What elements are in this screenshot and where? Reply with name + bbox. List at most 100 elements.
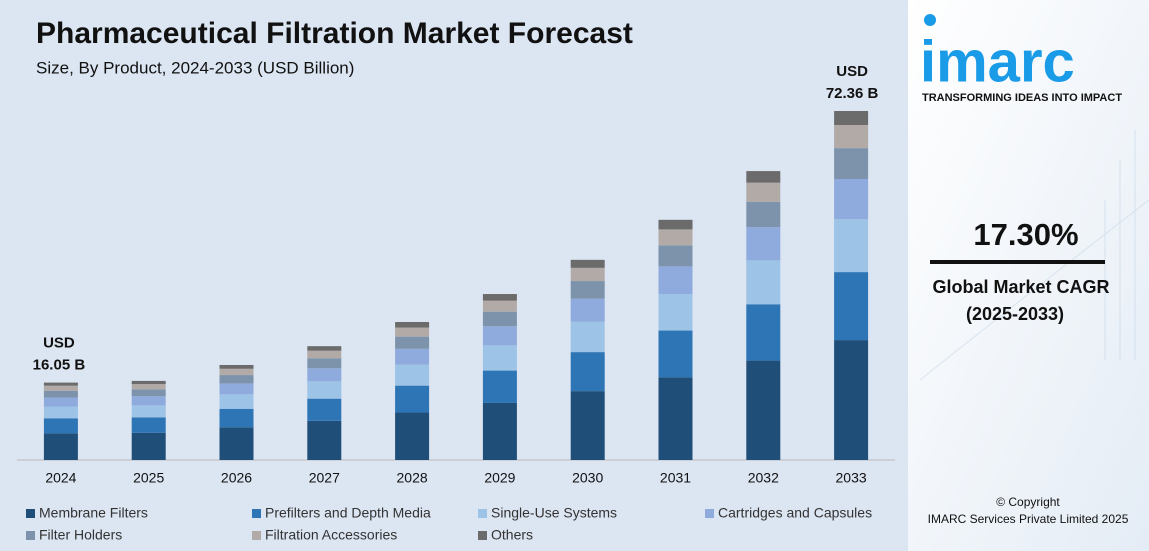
bar-segment [131, 432, 166, 460]
bar-segment [658, 229, 693, 246]
cagr-period: (2025-2033) [966, 304, 1064, 324]
sidebar-background [908, 0, 1149, 551]
bar-segment [307, 381, 342, 399]
bar-segment [482, 370, 517, 403]
bar-segment [834, 148, 869, 180]
bar-segment [131, 384, 166, 390]
cagr-value: 17.30% [973, 217, 1078, 252]
bar-segment [658, 330, 693, 378]
x-tick-label: 2027 [309, 470, 340, 486]
legend-label: Filter Holders [39, 527, 122, 543]
bar-segment [658, 245, 693, 267]
bar-segment [307, 358, 342, 369]
bar-segment [395, 322, 430, 328]
bar-segment [570, 259, 605, 268]
bar-segment [219, 375, 254, 384]
bar-segment [307, 420, 342, 460]
bar-segment [219, 427, 254, 460]
legend-label: Filtration Accessories [265, 527, 397, 543]
bar-segment [658, 294, 693, 331]
bar-segment [307, 346, 342, 351]
bar-segment [307, 350, 342, 359]
x-tick-label: 2029 [484, 470, 515, 486]
x-tick-label: 2028 [397, 470, 428, 486]
bar-segment [482, 300, 517, 312]
x-tick-label: 2031 [660, 470, 691, 486]
bar-segment [746, 182, 781, 202]
legend-swatch [705, 509, 714, 518]
bar-segment [131, 389, 166, 397]
x-tick-label: 2026 [221, 470, 252, 486]
bar-segment [482, 311, 517, 327]
bar-segment [131, 417, 166, 433]
legend-label: Cartridges and Capsules [718, 505, 872, 521]
company: IMARC Services Private Limited 2025 [928, 512, 1129, 526]
total-unit: USD [836, 63, 868, 80]
bar-segment [131, 396, 166, 406]
bar-segment [43, 406, 78, 419]
bar-segment [834, 111, 869, 125]
bar-segment [570, 298, 605, 322]
bar-segment [131, 380, 166, 385]
bar-segment [43, 382, 78, 386]
bar-segment [746, 171, 781, 183]
bar-segment [219, 368, 254, 376]
bar-segment [834, 219, 869, 273]
bar-segment [219, 364, 254, 369]
legend-label: Single-Use Systems [491, 505, 617, 521]
bar-segment [395, 364, 430, 386]
bar-segment [834, 179, 869, 220]
legend-swatch [478, 509, 487, 518]
tagline: TRANSFORMING IDEAS INTO IMPACT [922, 92, 1122, 104]
bar-segment [746, 360, 781, 460]
legend-label: Prefilters and Depth Media [265, 505, 431, 521]
bar-segment [570, 267, 605, 282]
cagr-label: Global Market CAGR [932, 277, 1109, 297]
bar-segment [746, 201, 781, 228]
copyright: © Copyright [996, 495, 1060, 509]
bar-segment [395, 336, 430, 349]
bar-segment [482, 345, 517, 371]
sidebar-decoration [919, 130, 1149, 381]
legend-swatch [26, 509, 35, 518]
x-tick-label: 2030 [572, 470, 603, 486]
bar-segment [43, 433, 78, 460]
bar-segment [834, 340, 869, 460]
bar-segment [570, 321, 605, 353]
bar-segment [131, 405, 166, 418]
bar-segment [746, 260, 781, 305]
bar-segment [658, 266, 693, 295]
bar-segment [395, 412, 430, 460]
bar-segment [658, 219, 693, 230]
bar-segment [746, 304, 781, 361]
bar-segment [43, 418, 78, 434]
bar-segment [834, 124, 869, 149]
bar-segment [43, 397, 78, 407]
bar-segment [482, 402, 517, 460]
bar-segment [219, 408, 254, 428]
total-unit: USD [43, 335, 75, 352]
chart-subtitle: Size, By Product, 2024-2033 (USD Billion… [36, 58, 354, 77]
x-tick-label: 2032 [748, 470, 779, 486]
bar-segment [658, 377, 693, 460]
x-tick-label: 2033 [836, 470, 867, 486]
bar-segment [746, 227, 781, 261]
bar-segment [219, 394, 254, 409]
bar-segment [395, 327, 430, 337]
bar-segment [482, 294, 517, 301]
bar-segment [395, 385, 430, 413]
bar-segment [570, 281, 605, 299]
x-tick-label: 2024 [45, 470, 76, 486]
legend-label: Others [491, 527, 533, 543]
logo-dot [924, 14, 936, 26]
legend-swatch [252, 509, 261, 518]
bar-segment [307, 398, 342, 421]
bar-segment [219, 383, 254, 395]
bar-segment [570, 352, 605, 392]
bar-segment [43, 390, 78, 398]
total-label: 16.05 B [33, 357, 86, 374]
legend-swatch [252, 531, 261, 540]
legend-label: Membrane Filters [39, 505, 148, 521]
